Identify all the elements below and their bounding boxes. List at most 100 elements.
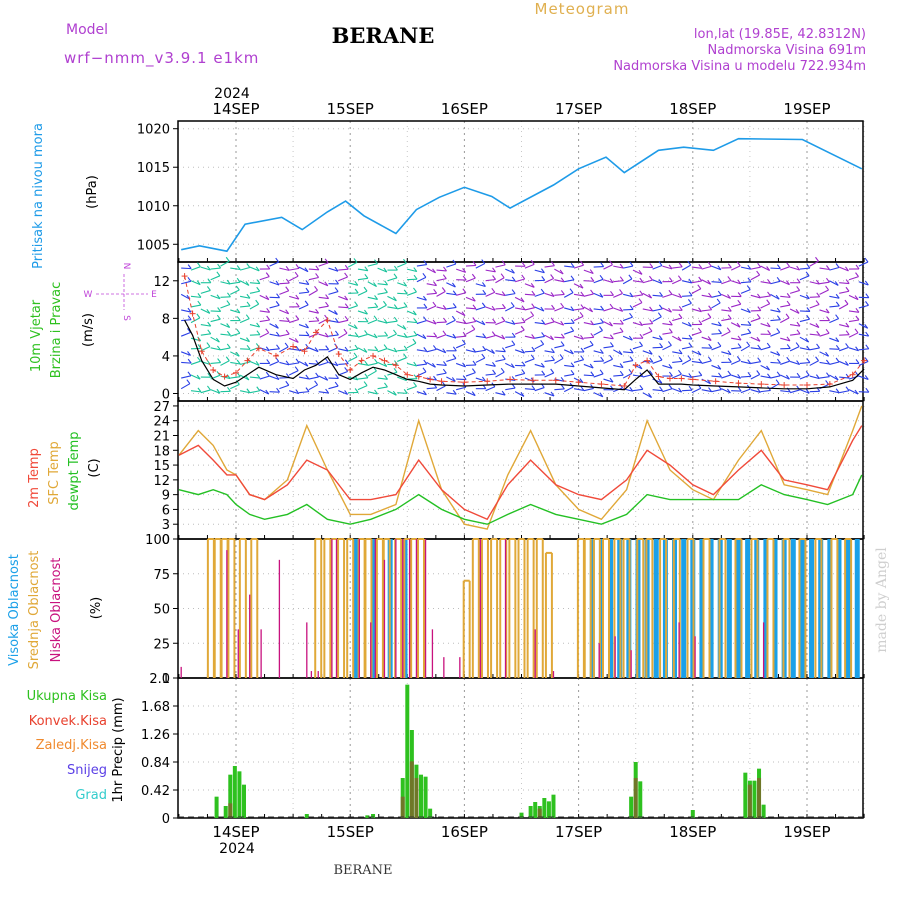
wind-barb xyxy=(455,310,466,317)
wind-barb-flag xyxy=(825,359,830,365)
wind-barb xyxy=(495,292,506,297)
wind-barb-flag xyxy=(403,353,407,359)
wind-barb xyxy=(190,304,201,308)
y-tick-label: 6 xyxy=(162,503,170,518)
wind-barb xyxy=(858,281,869,286)
wind-barb-flag xyxy=(678,369,682,375)
wind-barb xyxy=(848,332,859,338)
precip-total-bar xyxy=(629,796,634,818)
wind-barb-flag xyxy=(727,350,732,355)
y-tick-label: 25 xyxy=(153,637,170,652)
wind-barb-flag xyxy=(864,257,869,263)
wind-barb-flag xyxy=(374,389,378,395)
wind-barb-flag xyxy=(510,363,515,368)
precip-total-bar xyxy=(365,815,370,818)
wind-barb-flag xyxy=(206,286,211,291)
wind-barb xyxy=(819,289,829,295)
wind-barb-flag xyxy=(197,293,202,298)
cloud-low-bar xyxy=(534,629,536,678)
wind-barb xyxy=(838,266,849,272)
wind-barb-flag xyxy=(285,380,290,386)
wind-barb xyxy=(632,345,643,350)
precip-total-bar xyxy=(743,772,748,818)
wind-barb-flag xyxy=(481,259,486,264)
top-day-label: 16SEP xyxy=(441,100,488,118)
wind-barb xyxy=(416,296,427,301)
station-title: BERANE xyxy=(332,23,435,48)
wind-barb-flag xyxy=(285,317,290,322)
wind-barb xyxy=(701,294,712,298)
wind-barb-flag xyxy=(815,356,820,362)
wind-barb-flag xyxy=(225,356,230,362)
wind-barb xyxy=(809,296,820,298)
wind-barb-flag xyxy=(501,316,506,322)
wind-barb-flag xyxy=(471,273,476,279)
wind-barb xyxy=(524,283,535,288)
wind-barb xyxy=(455,343,466,349)
wind-barb-flag xyxy=(334,266,339,272)
wind-barb xyxy=(210,347,221,351)
wind-barb xyxy=(485,291,496,297)
wind-barb-flag xyxy=(462,382,467,388)
wind-barb-flag xyxy=(757,344,762,350)
wind-barb xyxy=(573,359,584,363)
cloud-low-bar xyxy=(614,636,616,678)
wind-barb xyxy=(564,364,575,368)
bottom-day-label: 14SEP xyxy=(212,823,259,841)
wind-barb xyxy=(180,351,191,356)
wind-barb xyxy=(377,361,387,368)
wind-barb-flag xyxy=(206,265,211,271)
wind-barb-flag xyxy=(638,270,643,275)
wind-barb xyxy=(367,281,377,288)
wind-barb-flag xyxy=(550,348,555,353)
wind-barb-flag xyxy=(187,351,191,356)
wind-barb-flag xyxy=(382,300,387,306)
wind-barb xyxy=(672,351,683,355)
wind-barb-flag xyxy=(344,264,349,270)
wind-barb xyxy=(406,385,417,391)
wind-barb-flag xyxy=(531,385,536,390)
wind-barb xyxy=(505,387,516,391)
wind-barb-flag xyxy=(217,358,222,363)
wind-barb-flag xyxy=(559,269,564,275)
wind-barb xyxy=(642,350,653,355)
wind-barb xyxy=(298,304,309,310)
wind-barb-flag xyxy=(805,271,810,277)
wind-barb xyxy=(799,389,810,394)
wind-barb xyxy=(269,304,280,309)
y-tick-label: 15 xyxy=(153,459,170,474)
wind-barb-flag xyxy=(854,389,859,395)
wind-barb xyxy=(338,295,348,301)
wind-barb xyxy=(387,348,398,353)
wind-barb xyxy=(377,320,388,324)
wind-barb xyxy=(809,281,820,285)
wind-barb-flag xyxy=(315,308,320,314)
cloud-high-bar xyxy=(772,539,778,678)
wind-barb xyxy=(397,392,408,394)
wind-barb-flag xyxy=(501,303,506,309)
wind-barb-flag xyxy=(413,361,418,367)
wind-barb xyxy=(465,307,477,310)
wind-barb xyxy=(181,267,192,270)
wind-barb-flag xyxy=(256,330,261,336)
wind-barb xyxy=(799,336,809,343)
wind-barb-flag xyxy=(550,317,555,323)
wind-barb xyxy=(573,315,584,322)
wind-barb xyxy=(858,333,869,337)
wind-barb-flag xyxy=(708,292,712,298)
wind-barb-flag xyxy=(295,264,300,269)
y-tick-label: 1.68 xyxy=(141,700,170,715)
wind-barb xyxy=(613,292,623,298)
wind-barb-flag xyxy=(373,282,377,287)
wind-barb xyxy=(387,320,398,324)
wind-barb xyxy=(416,276,427,283)
wind-barb xyxy=(632,269,643,275)
wind-barb xyxy=(731,337,742,341)
wind-barb-flag xyxy=(226,323,231,328)
legend-grad: Grad xyxy=(75,788,107,803)
wind-barb xyxy=(750,317,761,323)
wind-barb-flag xyxy=(354,332,359,337)
wind-barb-flag xyxy=(717,321,722,327)
wind-barb xyxy=(858,261,869,267)
wind-barb xyxy=(514,391,525,397)
